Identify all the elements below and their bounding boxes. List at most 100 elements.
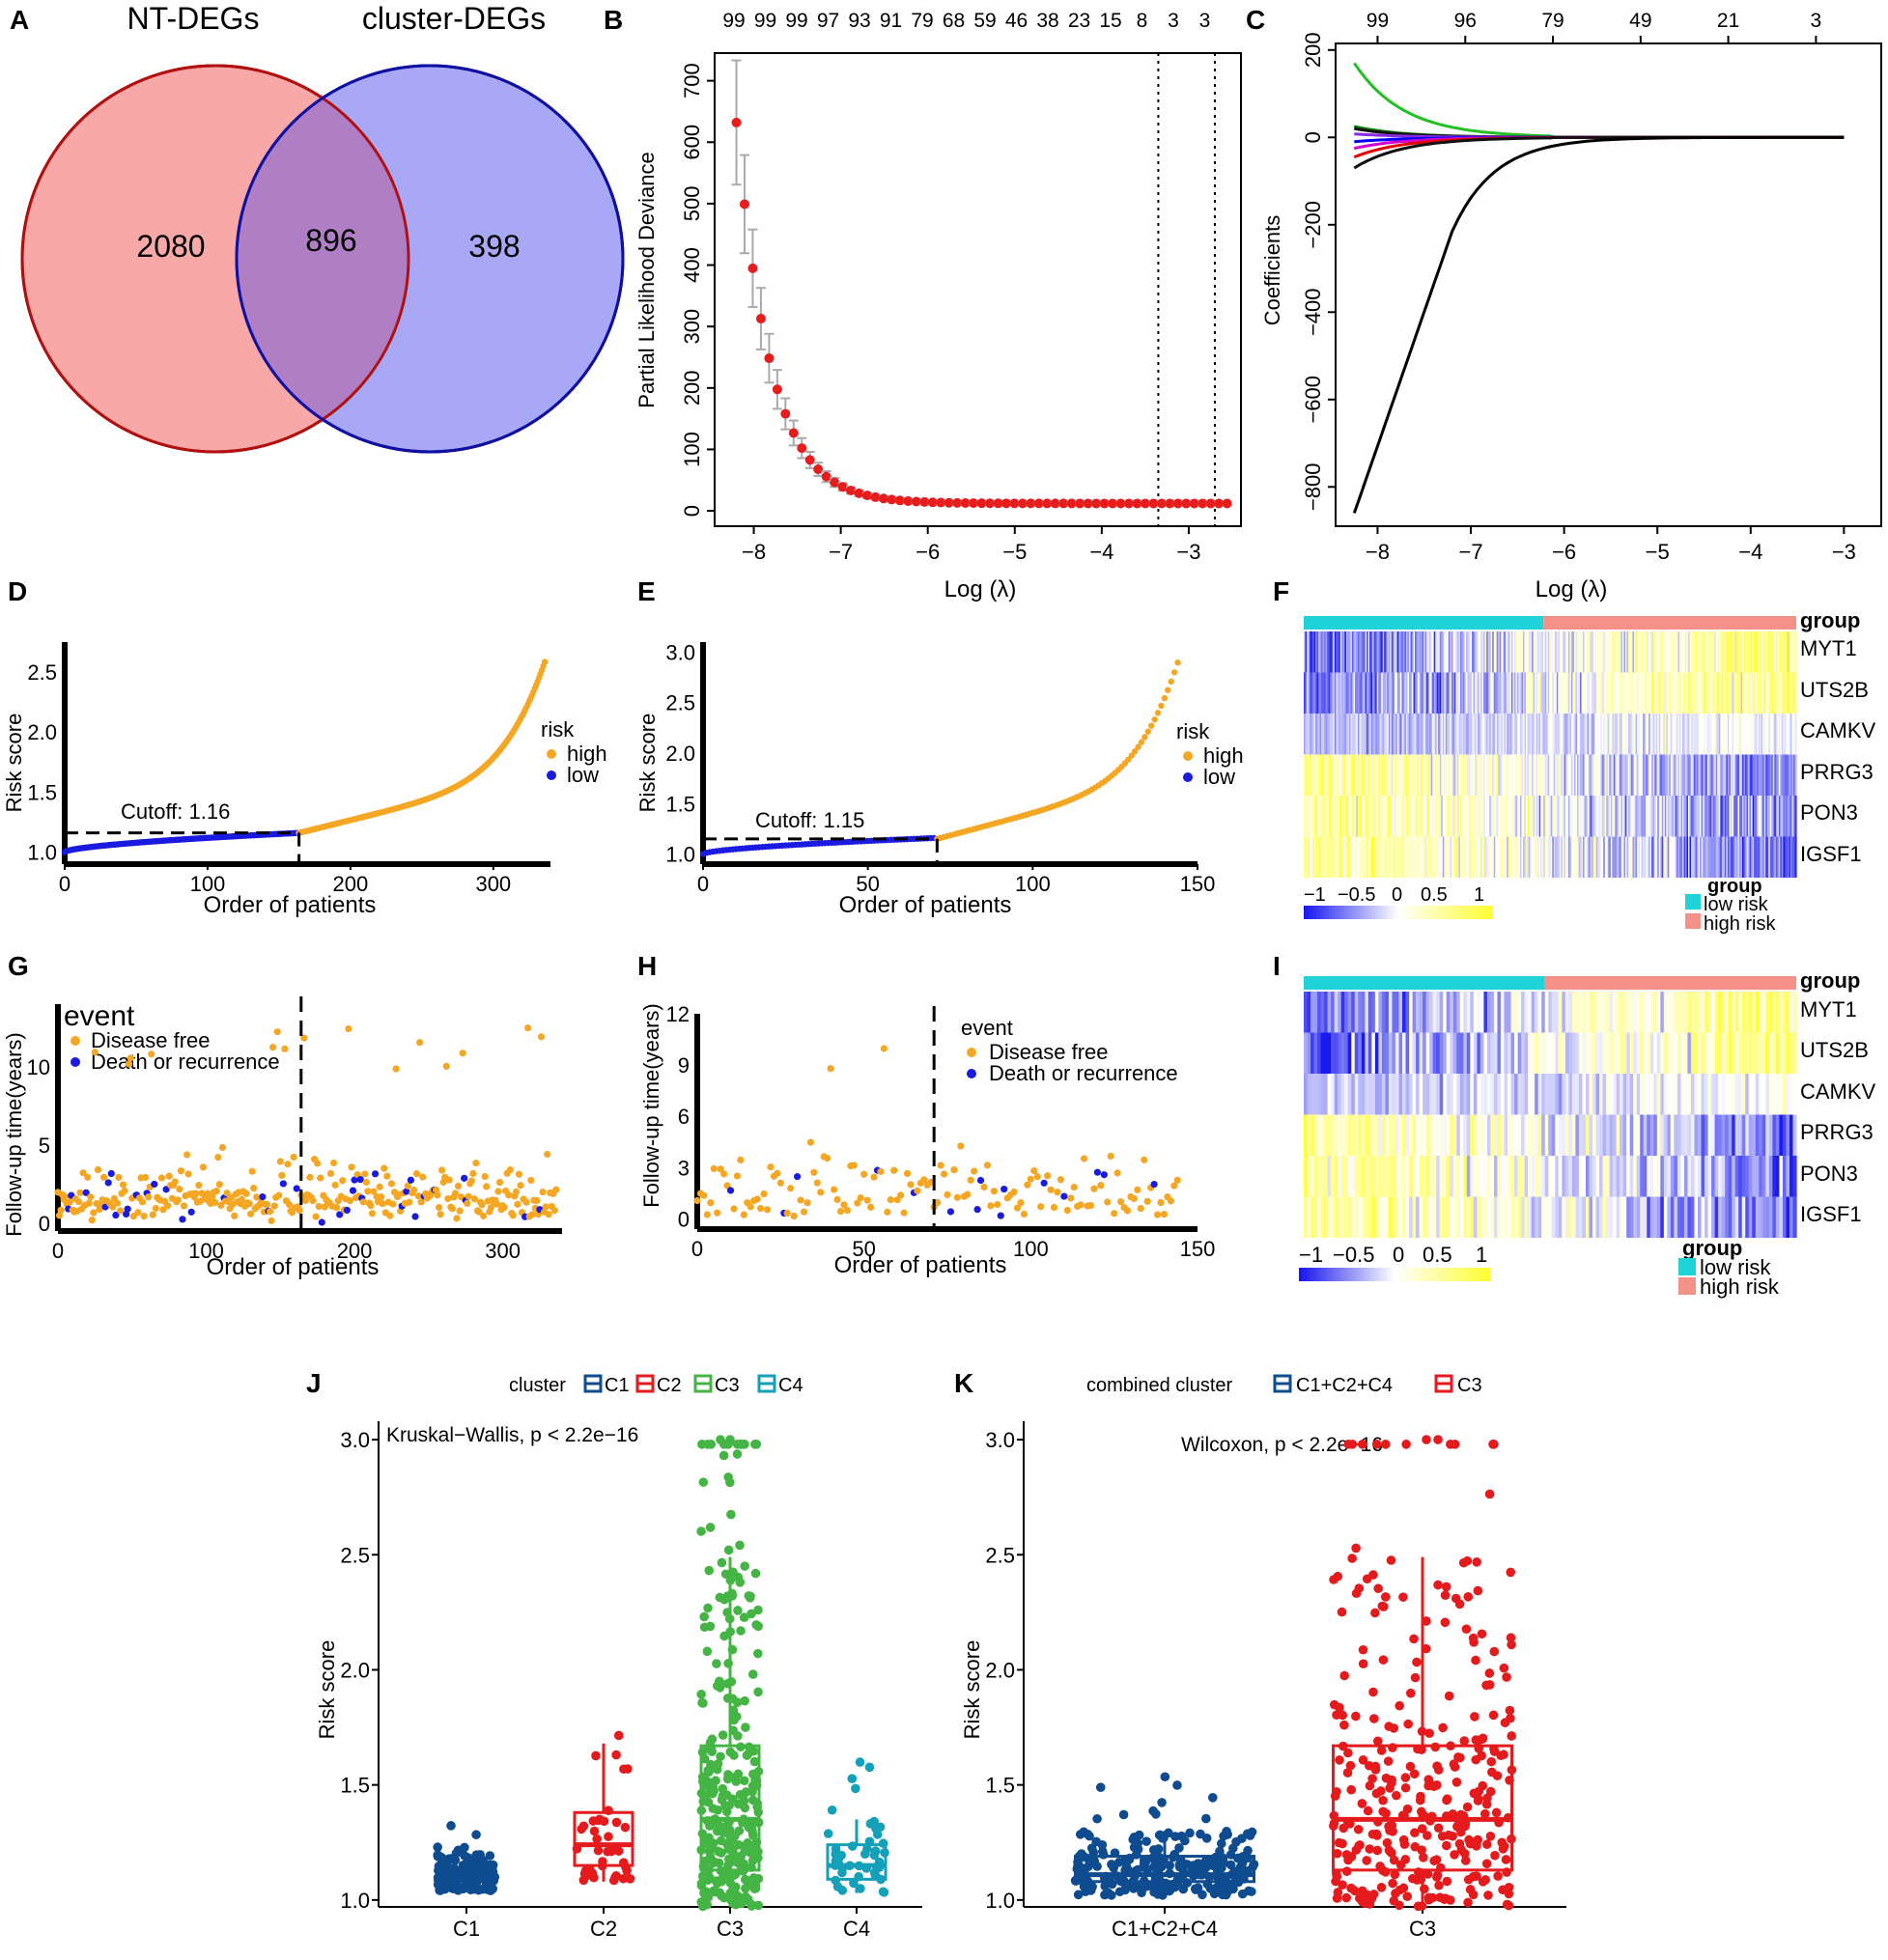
f-heatmap-cell [1441,672,1444,714]
f-heatmap-cell [1680,754,1683,796]
f-heatmap-cell [1422,714,1424,755]
f-heatmap-cell [1742,796,1745,837]
f-heatmap-cell [1315,714,1318,755]
b-point [1026,498,1036,509]
f-heatmap-cell [1319,672,1322,714]
f-heatmap-cell [1641,796,1644,837]
i-colorbar-segment [1317,1268,1322,1281]
f-heatmap-cell [1669,754,1672,796]
i-heatmap-cell [1374,1114,1379,1156]
i-heatmap-cell [1510,1074,1515,1115]
f-heatmap-cell [1441,631,1444,673]
f-heatmap-cell [1410,714,1413,755]
f-heatmap-cell [1709,754,1712,796]
f-heatmap-cell [1623,836,1626,878]
i-heatmap-cell [1331,1196,1336,1238]
j-data-point [705,1621,716,1632]
e-risk-point [1174,659,1181,666]
i-group-bar-high [1544,976,1796,990]
f-heatmap-cell [1769,672,1772,714]
g-followup-point [361,1170,369,1178]
f-heatmap-cell [1720,714,1723,755]
i-heatmap-cell [1622,1196,1627,1238]
i-heatmap-cell [1738,1074,1743,1115]
f-heatmap-cell [1339,836,1341,878]
i-heatmap-cell [1367,1196,1372,1238]
f-heatmap-cell [1547,672,1550,714]
j-data-point [471,1830,481,1840]
f-heatmap-cell [1621,836,1625,878]
f-heatmap-cell [1597,672,1600,714]
f-heatmap-cell [1364,754,1367,796]
i-heatmap-cell [1392,992,1396,1033]
f-heatmap-cell [1648,631,1651,673]
i-heatmap-cell [1562,1114,1566,1156]
f-heatmap-cell [1654,754,1657,796]
f-heatmap-cell [1344,631,1347,673]
f-heatmap-cell [1316,672,1319,714]
i-heatmap-cell [1429,1074,1434,1115]
g-followup-point [268,1217,275,1224]
f-heatmap-cell [1310,796,1312,837]
f-heatmap-cell [1669,714,1672,755]
f-colorbar-segment [1304,906,1308,919]
g-followup-point [74,1197,83,1206]
h-followup-point [1067,1194,1075,1202]
f-heatmap-cell [1540,714,1543,755]
f-heatmap-cell [1378,754,1381,796]
f-heatmap-cell [1419,754,1422,796]
f-heatmap-cell [1577,672,1580,714]
i-heatmap-cell [1508,1032,1512,1074]
f-heatmap-cell [1714,631,1717,673]
g-followup-point [250,1185,258,1192]
f-heatmap-cell [1476,836,1479,878]
i-heatmap-cell [1371,1156,1376,1197]
i-heatmap-cell [1792,1032,1797,1074]
i-heatmap-cell [1752,1074,1757,1115]
f-heatmap-cell [1637,631,1640,673]
f-heatmap-cell [1703,796,1705,837]
f-heatmap-cell [1524,631,1527,673]
i-heatmap-cell [1443,1156,1448,1197]
i-heatmap-cell [1558,1196,1563,1238]
f-heatmap-cell [1578,796,1581,837]
i-heatmap-cell [1728,992,1733,1033]
f-heatmap-cell [1541,714,1544,755]
g-followup-point [116,1207,125,1215]
f-heatmap-cell [1717,631,1720,673]
i-heatmap-cell [1741,1032,1746,1074]
f-heatmap-cell [1730,796,1733,837]
f-heatmap-cell [1664,836,1667,878]
i-heatmap-cell [1589,1074,1593,1115]
f-heatmap-cell [1391,631,1394,673]
f-heatmap-cell [1745,754,1748,796]
h-followup-point [747,1203,754,1211]
f-heatmap-cell [1708,754,1711,796]
f-heatmap-cell [1361,836,1364,878]
i-heatmap-cell [1456,1074,1461,1115]
i-heatmap-cell [1551,1074,1556,1115]
f-heatmap-cell [1768,631,1771,673]
f-heatmap-cell [1367,836,1370,878]
f-heatmap-cell [1609,672,1612,714]
g-xtick-label: 300 [485,1239,521,1263]
i-heatmap-cell [1504,992,1508,1033]
f-heatmap-cell [1752,754,1755,796]
f-row-pon3: PON3 [1800,800,1858,825]
d-xtick-label: 100 [190,872,226,896]
f-heatmap-cell [1429,796,1432,837]
panel-label-c: C [1246,5,1265,35]
i-heatmap-cell [1578,1196,1584,1238]
f-heatmap-cell [1675,714,1677,755]
i-heatmap-cell [1365,1032,1369,1074]
h-followup-point [1137,1204,1144,1213]
f-heatmap-cell [1421,836,1423,878]
i-scale-m05: −0.5 [1333,1243,1374,1267]
f-heatmap-cell [1597,631,1600,673]
i-heatmap-cell [1338,1114,1342,1156]
f-heatmap-cell [1558,796,1561,837]
f-heatmap-cell [1413,754,1416,796]
f-heatmap-cell [1362,672,1365,714]
f-heatmap-cell [1794,836,1797,878]
i-heatmap-cell [1381,1196,1387,1238]
